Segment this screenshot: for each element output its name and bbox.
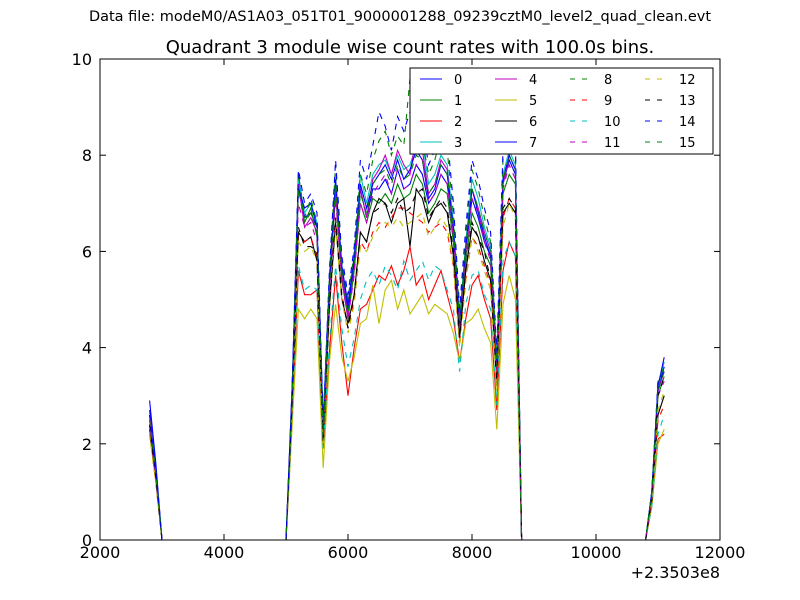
legend-label-12: 12 xyxy=(679,73,696,88)
legend-label-10: 10 xyxy=(604,115,621,130)
legend-label-4: 4 xyxy=(529,73,537,88)
series-line-13 xyxy=(149,187,665,540)
y-tick-label: 4 xyxy=(82,339,92,358)
series-line-2 xyxy=(149,240,665,540)
legend-label-2: 2 xyxy=(454,115,462,130)
legend-label-6: 6 xyxy=(529,115,537,130)
x-tick-label: 12000 xyxy=(695,543,746,562)
series-line-10 xyxy=(149,240,665,540)
series-line-6 xyxy=(149,187,665,540)
x-tick-label: 6000 xyxy=(328,543,369,562)
series-layer xyxy=(149,78,665,540)
legend-label-7: 7 xyxy=(529,136,537,151)
series-line-14 xyxy=(149,95,665,540)
series-line-15 xyxy=(149,153,665,540)
legend-label-15: 15 xyxy=(679,136,696,151)
series-line-3 xyxy=(149,139,665,540)
legend-label-0: 0 xyxy=(454,73,462,88)
y-tick-label: 8 xyxy=(82,146,92,165)
figure-suptitle: Data file: modeM0/AS1A03_051T01_90000012… xyxy=(88,9,712,25)
series-line-9 xyxy=(149,197,665,540)
legend-label-9: 9 xyxy=(604,94,612,109)
legend-box xyxy=(409,67,714,155)
series-line-12 xyxy=(149,201,665,540)
legend-label-5: 5 xyxy=(529,94,537,109)
x-tick-label: 2000 xyxy=(80,543,121,562)
x-tick-label: 8000 xyxy=(452,543,493,562)
y-tick-label: 10 xyxy=(72,50,92,69)
legend-label-13: 13 xyxy=(679,94,696,109)
legend-label-8: 8 xyxy=(604,73,612,88)
y-tick-label: 0 xyxy=(82,531,92,550)
y-tick-label: 2 xyxy=(82,435,92,454)
plot-frame xyxy=(99,58,721,541)
series-line-11 xyxy=(149,158,665,540)
series-line-7 xyxy=(149,149,665,540)
legend-label-14: 14 xyxy=(679,115,696,130)
series-line-0 xyxy=(149,158,665,540)
legend-label-1: 1 xyxy=(454,94,462,109)
x-offset-label: +2.3503e8 xyxy=(631,563,720,582)
x-tick-label: 10000 xyxy=(571,543,622,562)
legend-label-11: 11 xyxy=(604,136,621,151)
chart-title: Quadrant 3 module wise count rates with … xyxy=(165,37,655,58)
x-tick-label: 4000 xyxy=(204,543,245,562)
legend-label-3: 3 xyxy=(454,136,462,151)
ticks-layer: 2000 4000 6000 8000 10000 120000246810+2.3503… xyxy=(72,50,746,582)
series-line-4 xyxy=(149,134,665,540)
series-line-1 xyxy=(149,173,665,540)
y-tick-label: 6 xyxy=(82,242,92,261)
series-line-5 xyxy=(149,275,665,540)
